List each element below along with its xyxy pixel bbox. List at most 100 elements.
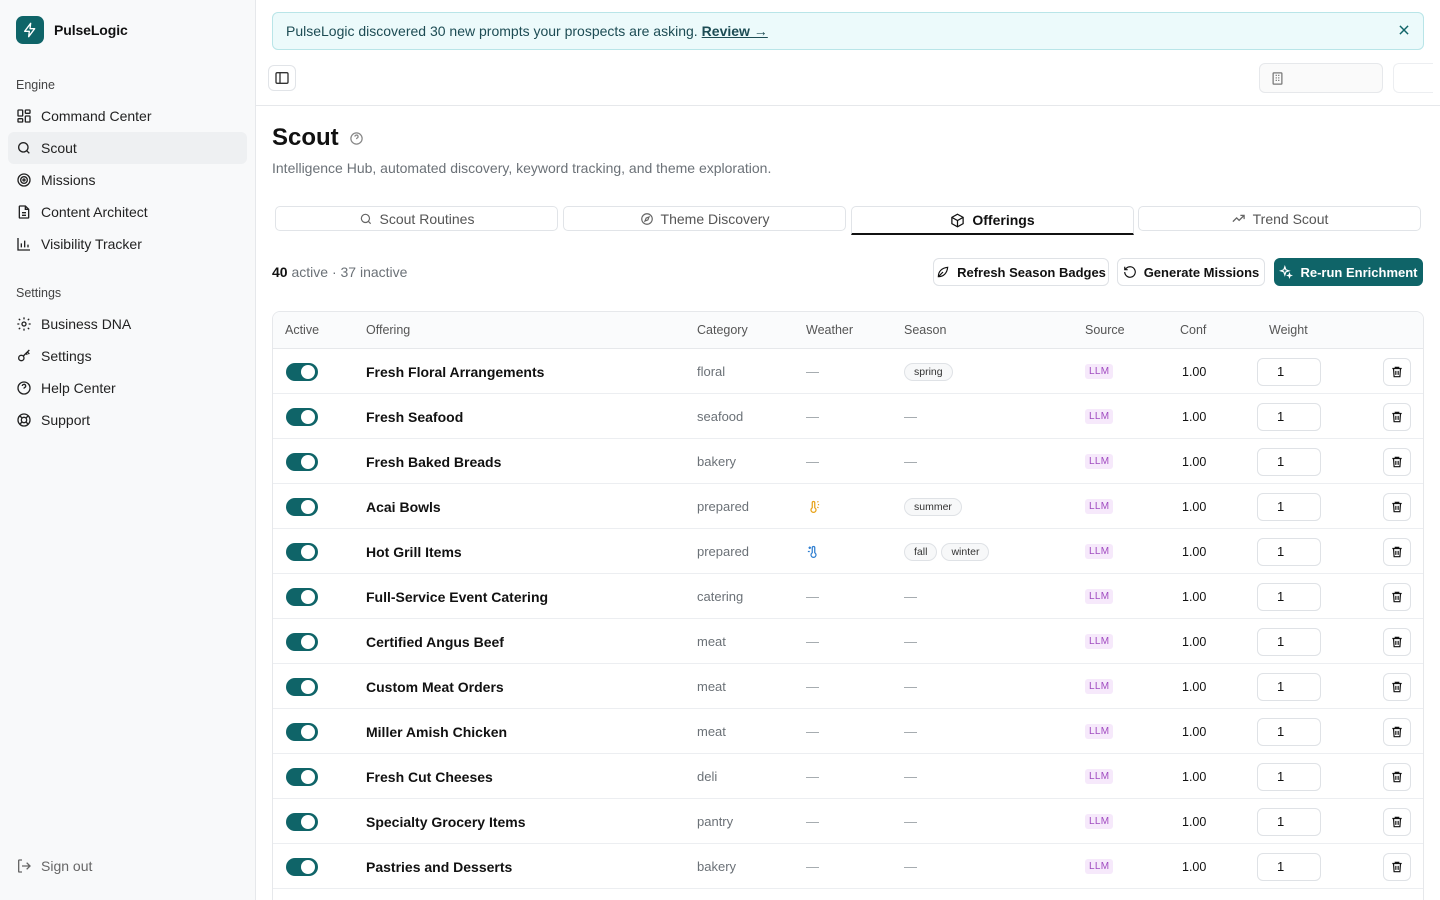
sign-out-button[interactable]: Sign out [16, 858, 92, 874]
gear-icon [17, 317, 31, 331]
active-toggle[interactable] [286, 632, 318, 651]
header-active[interactable]: Active [285, 323, 320, 337]
source-cell: LLM [1085, 394, 1114, 439]
active-toggle[interactable] [286, 542, 318, 561]
header-weight[interactable]: Weight [1269, 323, 1308, 337]
delete-button[interactable] [1383, 672, 1411, 701]
active-toggle[interactable] [286, 722, 318, 741]
active-toggle[interactable] [286, 857, 318, 876]
source-badge: LLM [1085, 454, 1114, 469]
tab-offerings[interactable]: Offerings [851, 206, 1134, 235]
sidebar-item-missions[interactable]: Missions [8, 164, 247, 196]
delete-button[interactable] [1383, 627, 1411, 656]
delete-button[interactable] [1383, 492, 1411, 521]
header-source[interactable]: Source [1085, 323, 1125, 337]
source-cell: LLM [1085, 844, 1114, 889]
season-empty: — [904, 589, 917, 604]
weight-input[interactable]: 1 [1257, 852, 1321, 881]
delete-cell [1383, 709, 1411, 754]
active-toggle[interactable] [286, 452, 318, 471]
trash-icon [1392, 681, 1402, 692]
delete-button[interactable] [1383, 762, 1411, 791]
header-category[interactable]: Category [697, 323, 748, 337]
document-icon [18, 205, 30, 219]
weight-input[interactable]: 1 [1257, 447, 1321, 476]
sidebar-item-help-center[interactable]: Help Center [8, 372, 247, 404]
offering-name: Acai Bowls [366, 498, 441, 515]
workspace-selector[interactable] [1259, 63, 1383, 93]
weather-empty: — [806, 679, 819, 694]
weight-input[interactable]: 1 [1257, 537, 1321, 566]
sidebar-item-label: Settings [41, 348, 92, 364]
tab-scout-routines[interactable]: Scout Routines [275, 206, 558, 231]
season-cell: — [904, 754, 917, 799]
delete-button[interactable] [1383, 447, 1411, 476]
sidebar-item-business-dna[interactable]: Business DNA [8, 308, 247, 340]
weight-input[interactable]: 1 [1257, 582, 1321, 611]
offering-name: Certified Angus Beef [366, 633, 504, 650]
season-empty: — [904, 724, 917, 739]
thermometer-snow-icon [807, 545, 817, 559]
delete-button[interactable] [1383, 717, 1411, 746]
source-badge: LLM [1085, 544, 1114, 559]
active-toggle-cell [286, 754, 318, 799]
delete-button[interactable] [1383, 402, 1411, 431]
confidence: 1.00 [1182, 544, 1207, 559]
source-badge: LLM [1085, 499, 1114, 514]
table-row: Acai Bowls prepared summer LLM 1.00 1 [273, 484, 1423, 529]
sidebar-item-command-center[interactable]: Command Center [8, 100, 247, 132]
source-badge: LLM [1085, 679, 1114, 694]
delete-button[interactable] [1383, 852, 1411, 881]
active-toggle-cell [286, 529, 318, 574]
sign-out-label: Sign out [41, 858, 93, 874]
bar-chart-icon [17, 238, 30, 251]
active-toggle[interactable] [286, 677, 318, 696]
generate-missions-button[interactable]: Generate Missions [1117, 258, 1265, 286]
button-label: Re-run Enrichment [1300, 264, 1418, 280]
active-toggle[interactable] [286, 587, 318, 606]
sidebar-item-visibility-tracker[interactable]: Visibility Tracker [8, 228, 247, 260]
delete-button[interactable] [1383, 357, 1411, 386]
delete-button[interactable] [1383, 537, 1411, 566]
header-weather[interactable]: Weather [806, 323, 854, 337]
trash-icon [1392, 411, 1402, 422]
banner-review-link[interactable]: Review → [701, 23, 768, 39]
offering-name: Fresh Baked Breads [366, 453, 502, 470]
weight-input[interactable]: 1 [1257, 807, 1321, 836]
compass-icon [640, 212, 653, 225]
sidebar-item-settings[interactable]: Settings [8, 340, 247, 372]
active-toggle[interactable] [286, 362, 318, 381]
weight-input[interactable]: 1 [1257, 627, 1321, 656]
header-conf[interactable]: Conf [1180, 323, 1207, 337]
delete-cell [1383, 439, 1411, 484]
weight-input[interactable]: 1 [1257, 672, 1321, 701]
tab-trend-scout[interactable]: Trend Scout [1138, 206, 1421, 231]
tab-theme-discovery[interactable]: Theme Discovery [563, 206, 846, 231]
active-toggle[interactable] [286, 407, 318, 426]
help-circle-icon[interactable] [349, 131, 364, 146]
active-toggle[interactable] [286, 767, 318, 786]
weight-input[interactable]: 1 [1257, 492, 1321, 521]
brand[interactable]: PulseLogic [16, 16, 128, 44]
grid-icon [17, 109, 31, 123]
refresh-season-badges-button[interactable]: Refresh Season Badges [933, 258, 1109, 286]
trash-icon [1392, 591, 1402, 602]
delete-button[interactable] [1383, 582, 1411, 611]
rerun-enrichment-button[interactable]: Re-run Enrichment [1274, 258, 1423, 286]
delete-button[interactable] [1383, 807, 1411, 836]
sidebar-item-scout[interactable]: Scout [8, 132, 247, 164]
active-toggle[interactable] [286, 812, 318, 831]
weight-input[interactable]: 1 [1257, 717, 1321, 746]
user-menu-button[interactable] [1393, 63, 1433, 93]
close-icon[interactable] [1397, 23, 1411, 40]
header-season[interactable]: Season [904, 323, 947, 337]
table-row: Miller Amish Chicken meat — — LLM 1.00 1 [273, 709, 1423, 754]
sidebar-item-content-architect[interactable]: Content Architect [8, 196, 247, 228]
weight-input[interactable]: 1 [1257, 357, 1321, 386]
toggle-sidebar-button[interactable] [268, 65, 296, 91]
header-offering[interactable]: Offering [366, 323, 411, 337]
active-toggle[interactable] [286, 497, 318, 516]
weight-input[interactable]: 1 [1257, 402, 1321, 431]
weight-input[interactable]: 1 [1257, 762, 1321, 791]
sidebar-item-support[interactable]: Support [8, 404, 247, 436]
